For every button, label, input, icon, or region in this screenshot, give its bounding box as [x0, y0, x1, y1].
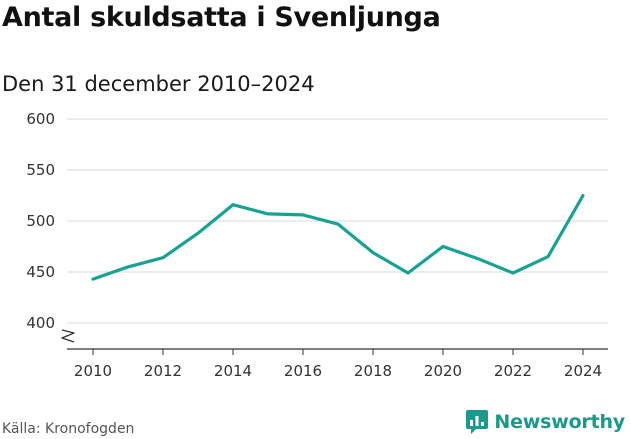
newsworthy-logo-icon	[466, 410, 489, 434]
x-tick-label-2024: 2024	[564, 362, 602, 380]
y-tick-label-400: 400	[26, 314, 55, 332]
y-tick-label-550: 550	[26, 161, 55, 179]
x-tick-label-2022: 2022	[494, 362, 532, 380]
chart-title: Antal skuldsatta i Svenljunga	[2, 2, 441, 33]
axis-break-icon	[61, 329, 75, 343]
brand-name: Newsworthy	[494, 411, 625, 433]
series-layer	[91, 193, 585, 281]
y-axis-labels: 400 450 500 550 600	[26, 110, 55, 332]
x-axis	[67, 348, 608, 355]
x-tick-label-2018: 2018	[354, 362, 392, 380]
brand[interactable]: Newsworthy	[465, 409, 625, 435]
y-tick-label-500: 500	[26, 212, 55, 230]
axis-break-zigzag	[61, 329, 75, 343]
x-tick-label-2016: 2016	[284, 362, 322, 380]
x-tick-label-2020: 2020	[424, 362, 462, 380]
series-line-0	[91, 193, 585, 281]
y-tick-label-450: 450	[26, 263, 55, 281]
x-tick-label-2014: 2014	[214, 362, 252, 380]
x-tick-label-2010: 2010	[74, 362, 112, 380]
x-axis-labels: 2010 2012 2014 2016 2018 2020 2022 2024	[74, 362, 602, 380]
y-tick-label-600: 600	[26, 110, 55, 128]
chart-subtitle: Den 31 december 2010–2024	[2, 72, 315, 96]
grid-lines	[67, 118, 608, 324]
source-note: Källa: Kronofogden	[2, 421, 135, 437]
x-tick-label-2012: 2012	[144, 362, 182, 380]
